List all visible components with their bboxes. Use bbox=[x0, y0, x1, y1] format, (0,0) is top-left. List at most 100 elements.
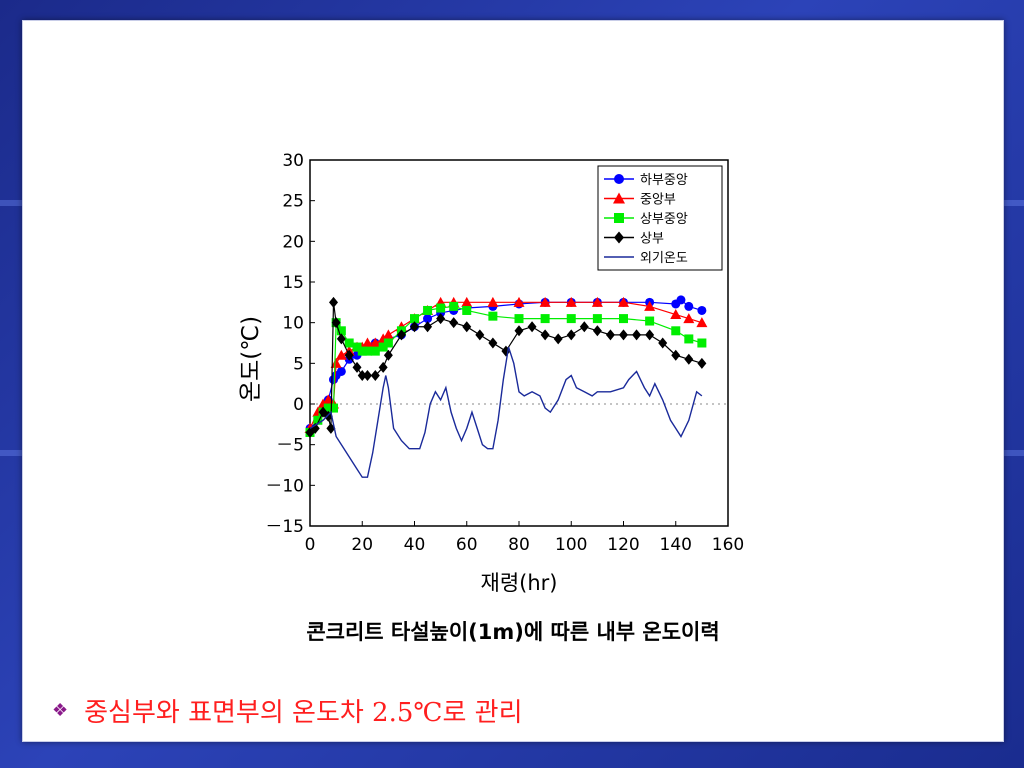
data-point-series-4 bbox=[684, 353, 694, 365]
data-point-series-1 bbox=[676, 295, 686, 305]
data-point-series-3 bbox=[566, 314, 576, 324]
data-point-series-2 bbox=[696, 317, 708, 328]
data-point-series-4 bbox=[540, 329, 550, 341]
data-point-series-4 bbox=[423, 321, 433, 333]
y-tick-label: －15 bbox=[265, 517, 304, 537]
x-tick-label: 160 bbox=[712, 535, 744, 555]
x-tick-label: 140 bbox=[660, 535, 692, 555]
x-tick-label: 60 bbox=[456, 535, 478, 555]
x-tick-label: 80 bbox=[508, 535, 530, 555]
data-point-series-2 bbox=[335, 349, 347, 360]
data-point-series-2 bbox=[565, 296, 577, 307]
data-point-series-4 bbox=[592, 325, 602, 337]
data-point-series-2 bbox=[361, 337, 373, 348]
data-point-series-3 bbox=[645, 316, 655, 326]
y-tick-label: 20 bbox=[282, 232, 304, 252]
x-tick-label: 100 bbox=[555, 535, 587, 555]
legend-label: 외기온도 bbox=[640, 251, 688, 266]
y-tick-label: 25 bbox=[282, 192, 304, 212]
data-point-series-4 bbox=[329, 296, 339, 308]
data-point-series-4 bbox=[605, 329, 615, 341]
y-axis-label: 온도(℃) bbox=[238, 316, 264, 402]
data-point-series-4 bbox=[632, 329, 642, 341]
data-point-series-3 bbox=[697, 338, 707, 348]
data-point-series-1 bbox=[336, 366, 346, 376]
data-point-series-1 bbox=[423, 314, 433, 324]
data-point-series-3 bbox=[462, 305, 472, 315]
legend-marker bbox=[613, 192, 625, 204]
data-point-series-2 bbox=[670, 309, 682, 320]
data-point-series-4 bbox=[352, 361, 362, 373]
legend-label: 하부중앙 bbox=[640, 173, 688, 188]
series-line-2 bbox=[309, 301, 703, 429]
data-point-series-3 bbox=[336, 326, 346, 336]
data-point-series-3 bbox=[514, 314, 524, 324]
data-point-series-3 bbox=[436, 303, 446, 313]
data-point-series-2 bbox=[618, 296, 629, 307]
diamond-bullet-icon: ❖ bbox=[52, 700, 69, 721]
data-point-series-4 bbox=[331, 317, 341, 329]
data-point-series-4 bbox=[436, 313, 446, 325]
data-point-series-3 bbox=[378, 342, 388, 352]
data-point-series-4 bbox=[362, 370, 372, 382]
data-point-series-3 bbox=[383, 338, 393, 348]
data-point-series-4 bbox=[449, 317, 459, 329]
data-point-series-3 bbox=[357, 346, 367, 356]
data-point-series-4 bbox=[344, 349, 354, 361]
x-tick-label: 40 bbox=[404, 535, 426, 555]
data-point-series-4 bbox=[378, 361, 388, 373]
data-point-series-4 bbox=[697, 357, 707, 369]
data-point-series-3 bbox=[592, 314, 602, 324]
legend-label: 중앙부 bbox=[640, 193, 676, 208]
legend-label: 상부중앙 bbox=[640, 212, 688, 227]
data-point-series-2 bbox=[683, 313, 695, 324]
data-point-series-3 bbox=[488, 311, 498, 321]
slide-panel: 30 25 20 15 10 5 0 －5 －10 －15 0 20 40 60 80 100 120 140 16… bbox=[22, 20, 1004, 742]
y-tick-label: －5 bbox=[276, 436, 304, 456]
data-point-series-3 bbox=[449, 301, 459, 311]
y-tick-label: 10 bbox=[282, 314, 304, 334]
data-point-series-2 bbox=[644, 300, 656, 311]
data-point-series-4 bbox=[514, 325, 524, 337]
data-point-series-3 bbox=[352, 342, 362, 352]
data-point-series-4 bbox=[553, 333, 563, 345]
data-point-series-2 bbox=[330, 357, 342, 368]
y-tick-label: 30 bbox=[282, 151, 304, 171]
data-point-series-4 bbox=[475, 329, 485, 341]
x-tick-label: 120 bbox=[607, 535, 639, 555]
data-point-series-4 bbox=[336, 333, 346, 345]
data-point-series-2 bbox=[382, 329, 394, 340]
y-tick-label: 0 bbox=[293, 395, 304, 415]
data-point-series-2 bbox=[539, 296, 551, 307]
data-point-series-1 bbox=[684, 301, 694, 311]
data-point-series-4 bbox=[370, 370, 380, 382]
legend-marker bbox=[614, 213, 624, 223]
bullet-point: ❖ 중심부와 표면부의 온도차 2.5℃로 관리 bbox=[52, 692, 523, 729]
data-point-series-3 bbox=[329, 403, 339, 413]
data-point-series-4 bbox=[579, 321, 589, 333]
data-point-series-2 bbox=[369, 337, 381, 348]
x-tick-label: 0 bbox=[305, 535, 316, 555]
data-point-series-4 bbox=[396, 329, 406, 341]
data-point-series-2 bbox=[513, 296, 525, 307]
data-point-series-3 bbox=[423, 305, 433, 315]
data-point-series-3 bbox=[410, 314, 419, 324]
data-point-series-4 bbox=[619, 329, 628, 341]
x-axis-label: 재령(hr) bbox=[481, 571, 558, 595]
data-point-series-4 bbox=[566, 329, 576, 341]
x-tick-label: 20 bbox=[351, 535, 373, 555]
data-point-series-4 bbox=[462, 321, 472, 333]
data-point-series-4 bbox=[645, 329, 655, 341]
data-point-series-1 bbox=[697, 305, 707, 315]
data-point-series-4 bbox=[383, 349, 393, 361]
data-point-series-3 bbox=[540, 314, 550, 324]
data-point-series-3 bbox=[370, 346, 380, 356]
data-point-series-2 bbox=[487, 296, 499, 307]
y-tick-label: －10 bbox=[265, 476, 304, 496]
data-point-series-4 bbox=[357, 370, 367, 382]
data-point-series-4 bbox=[671, 349, 681, 361]
y-tick-label: 5 bbox=[293, 354, 304, 374]
data-point-series-4 bbox=[527, 321, 537, 333]
data-point-series-4 bbox=[488, 337, 498, 349]
